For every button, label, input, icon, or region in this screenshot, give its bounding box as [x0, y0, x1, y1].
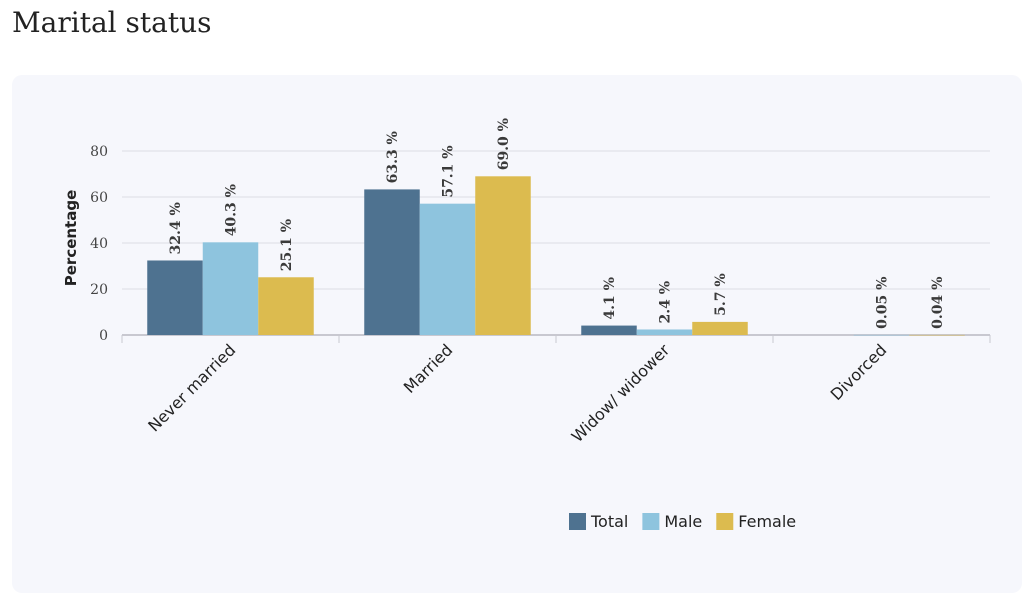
y-axis-ticks: 0 20 40 60 80: [90, 144, 108, 344]
legend-label[interactable]: Male: [664, 512, 702, 531]
bar-female[interactable]: [909, 334, 965, 336]
data-label: 2.4 %: [658, 281, 674, 324]
y-tick-label: 60: [90, 190, 108, 206]
bar-total[interactable]: [364, 189, 420, 335]
legend-swatch: [716, 513, 734, 530]
category-labels: Never married Married Widow/ widower Divorc…: [144, 340, 890, 446]
bar-female[interactable]: [692, 321, 748, 335]
data-label: 57.1 %: [441, 145, 457, 197]
data-labels: 32.4 % 40.3 % 25.1 % 63.3 % 57.1 % 69.0 % 4.1 …: [168, 118, 946, 329]
bar-total[interactable]: [147, 260, 203, 335]
y-axis-title: Percentage: [62, 190, 80, 287]
category-label: Divorced: [827, 340, 891, 404]
data-label: 0.05 %: [875, 277, 891, 329]
data-label: 4.1 %: [602, 277, 618, 320]
legend: Total Male Female: [569, 512, 796, 531]
bar-total[interactable]: [581, 325, 637, 335]
y-tick-label: 20: [90, 282, 108, 298]
data-label: 0.04 %: [930, 277, 946, 329]
data-label: 40.3 %: [224, 184, 240, 236]
data-label: 25.1 %: [279, 219, 295, 271]
page-title: Marital status: [12, 6, 212, 39]
legend-swatch: [569, 513, 586, 530]
bar-male[interactable]: [202, 242, 259, 335]
bar-male[interactable]: [853, 334, 910, 336]
y-tick-label: 0: [99, 328, 108, 344]
x-axis: [121, 335, 991, 343]
y-tick-label: 40: [90, 236, 108, 252]
legend-label[interactable]: Female: [738, 512, 796, 531]
legend-label[interactable]: Total: [590, 512, 628, 531]
data-label: 63.3 %: [385, 131, 401, 183]
legend-swatch: [642, 513, 660, 530]
data-label: 69.0 %: [496, 118, 512, 170]
y-tick-label: 80: [90, 144, 108, 160]
data-label: 5.7 %: [713, 273, 729, 316]
bar-male[interactable]: [419, 203, 476, 335]
bars: [147, 176, 965, 336]
bar-female[interactable]: [475, 176, 531, 335]
category-label: Widow/ widower: [568, 340, 674, 446]
category-label: Never married: [144, 340, 239, 435]
category-label: Married: [400, 340, 457, 397]
data-label: 32.4 %: [168, 202, 184, 254]
bar-male[interactable]: [636, 329, 693, 335]
bar-female[interactable]: [258, 277, 314, 335]
